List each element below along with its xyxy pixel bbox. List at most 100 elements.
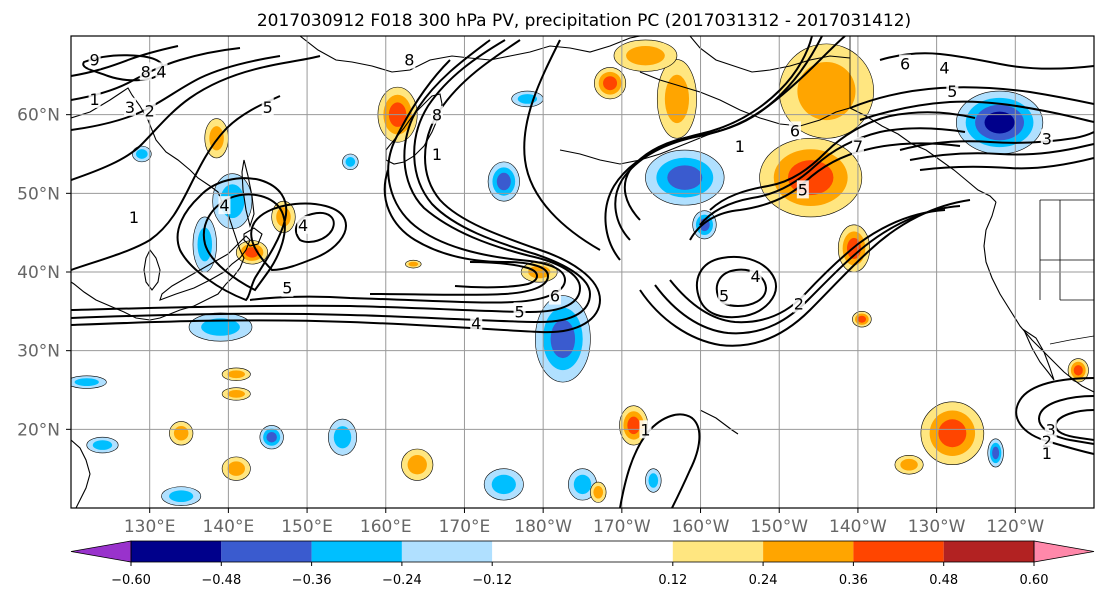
- precip-anomaly-cell: [169, 421, 194, 446]
- precip-anomaly-cell: [594, 67, 627, 100]
- precip-anomaly-cell: [645, 468, 662, 493]
- precip-anomaly-cell: [221, 456, 251, 481]
- pv-label-background: [851, 137, 864, 156]
- precip-level-fill: [550, 319, 576, 359]
- precip-anomaly-cell: [1067, 358, 1089, 383]
- pv-label-background: [218, 196, 231, 215]
- pv-contour: [71, 39, 602, 334]
- coastline-hokkaido: [243, 227, 263, 247]
- colorbar-segment: [853, 541, 944, 562]
- colorbar-ticks: −0.60 −0.48 −0.36 −0.24 −0.12 0.12 0.24 0.36 0.4…: [111, 562, 1048, 588]
- border-us-mexico: [1049, 335, 1094, 345]
- pv-contour: [71, 45, 179, 77]
- pv-contour: [919, 157, 1094, 171]
- pv-label-background: [124, 97, 137, 116]
- precip-level-fill: [992, 446, 1000, 460]
- pv-contour: [295, 212, 335, 243]
- pv-label-background: [88, 50, 101, 69]
- pv-label-background: [639, 420, 652, 439]
- precip-anomaly-cell: [188, 312, 253, 342]
- pv-contour-label: 4: [751, 267, 761, 286]
- colorbar-tick-label: −0.36: [292, 573, 332, 588]
- precip-level-fill: [333, 426, 352, 449]
- pv-contour-label: 6: [900, 55, 910, 74]
- lon-tick-label: 120°W: [986, 517, 1044, 537]
- precip-anomaly-cell: [328, 418, 357, 456]
- precip-anomaly-cell: [613, 39, 678, 72]
- lat-tick-label: 60°N: [17, 106, 60, 126]
- precip-level-fill: [648, 473, 659, 488]
- pv-label-background: [718, 286, 731, 305]
- precip-level-fill: [74, 378, 99, 387]
- pv-contour: [71, 95, 281, 271]
- pv-contour-label: 1: [129, 208, 139, 227]
- precip-anomaly-cell: [920, 401, 985, 466]
- pv-contour: [71, 39, 592, 324]
- pv-contour: [250, 202, 347, 272]
- colorbar-tick-label: 0.48: [929, 573, 958, 588]
- coastline-korea: [143, 248, 161, 291]
- colorbar-tick-label: 0.60: [1020, 573, 1049, 588]
- lon-tick-label: 140°W: [829, 517, 887, 537]
- lon-tick-label: 170°W: [593, 517, 651, 537]
- precip-level-fill: [900, 458, 918, 471]
- pv-label-background: [155, 62, 168, 81]
- precip-level-fill: [227, 390, 245, 398]
- precip-level-fill: [1073, 365, 1083, 376]
- precip-anomaly-cell: [132, 145, 152, 163]
- colorbar: −0.60 −0.48 −0.36 −0.24 −0.12 0.12 0.24 0.36 0.4…: [70, 540, 1095, 588]
- pv-label-background: [403, 50, 416, 69]
- pv-contour-label: 5: [798, 180, 808, 199]
- pv-label-background: [1040, 443, 1053, 462]
- precip-level-fill: [667, 165, 703, 190]
- precip-anomaly-cell: [161, 486, 202, 506]
- pv-label-background: [297, 215, 310, 234]
- pv-contour-label: 1: [735, 137, 745, 156]
- pv-contour-label: 3: [125, 98, 135, 117]
- precip-level-fill: [857, 315, 867, 323]
- border-us-states-1: [1039, 200, 1094, 301]
- lon-tick-label: 150°W: [750, 517, 808, 537]
- pv-contour: [699, 127, 966, 226]
- pv-label-background: [788, 121, 801, 140]
- pv-label-background: [281, 278, 294, 297]
- pv-contour-label: 2: [1042, 432, 1052, 451]
- colorbar-tick-label: −0.24: [382, 573, 422, 588]
- precip-anomaly-cell: [645, 149, 725, 206]
- pv-contour-label: 4: [219, 196, 229, 215]
- colorbar-extend-high: [1033, 540, 1095, 563]
- precip-level-fill: [201, 318, 240, 336]
- pv-contour: [669, 209, 946, 324]
- precip-anomaly-cell: [894, 454, 924, 475]
- pv-contour: [249, 59, 567, 304]
- colorbar-segment: [763, 541, 854, 562]
- pv-contour-label: 5: [947, 82, 957, 101]
- colorbar-segment: [401, 541, 493, 562]
- coastline-baja: [1022, 328, 1055, 381]
- colorbar-boxes: [70, 540, 1095, 563]
- pv-contour: [71, 47, 241, 101]
- pv-contour: [369, 169, 550, 296]
- pv-label-background: [749, 266, 762, 285]
- colorbar-tick-label: −0.48: [201, 573, 241, 588]
- precip-anomaly-cell: [221, 387, 251, 401]
- pv-contour-label: 8: [404, 51, 414, 70]
- precip-level-fill: [408, 261, 419, 267]
- colorbar-segment: [672, 541, 764, 562]
- pv-contour-label: 2: [145, 102, 155, 121]
- pv-label-background: [261, 97, 274, 116]
- colorbar-segment: [221, 541, 312, 562]
- colorbar-tick-label: 0.36: [839, 573, 868, 588]
- pv-contour: [879, 52, 1094, 70]
- political-boundaries: [849, 36, 1094, 345]
- precip-level-fill: [603, 76, 618, 91]
- precip-anomaly-cell: [656, 59, 697, 139]
- pv-contour-label: 4: [298, 216, 308, 235]
- coastline-hawaii: [699, 409, 739, 435]
- pv-contour-label: 6: [550, 287, 560, 306]
- lon-tick-label: 160°W: [672, 517, 730, 537]
- lon-tick-label: 130°W: [908, 517, 966, 537]
- colorbar-segment: [131, 541, 222, 562]
- colorbar-segment: [492, 541, 673, 562]
